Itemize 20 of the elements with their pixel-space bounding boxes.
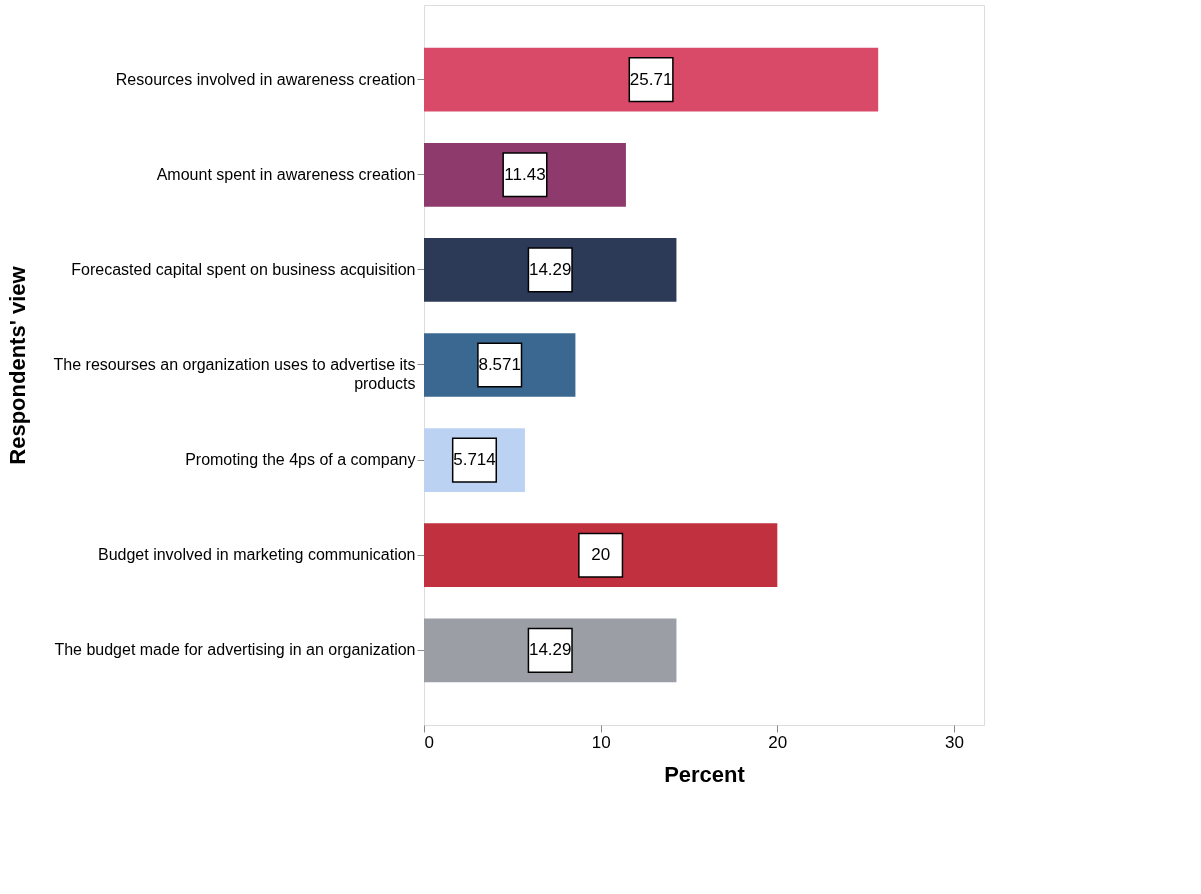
- x-axis-title: Percent: [664, 761, 746, 787]
- data-label: 14.29: [528, 259, 572, 279]
- data-label: 11.43: [504, 164, 546, 184]
- data-label: 5.714: [453, 450, 496, 470]
- y-tick-label: Forecasted capital spent on business acquisition: [71, 260, 416, 278]
- x-tick-label: 20: [768, 732, 788, 752]
- y-tick-label: The resourses an organization uses to advertise its products: [53, 356, 416, 392]
- data-label: 20: [591, 545, 611, 565]
- y-axis-title: Respondents' view: [4, 265, 30, 465]
- y-tick-label: The budget made for advertising in an organization: [54, 641, 416, 659]
- x-tick-label: 0: [424, 732, 434, 752]
- data-label: 14.29: [528, 640, 572, 660]
- y-tick-label: Resources involved in awareness creation: [115, 70, 416, 88]
- data-label: 8.571: [478, 355, 521, 374]
- y-tick-label: Promoting the 4ps of a company: [185, 451, 416, 469]
- data-label: 25.71: [629, 69, 673, 89]
- x-tick-label: 10: [591, 732, 611, 752]
- y-tick-label: Budget involved in marketing communication: [98, 546, 416, 564]
- y-tick-label: Amount spent in awareness creation: [156, 165, 416, 183]
- x-tick-label: 30: [945, 732, 964, 752]
